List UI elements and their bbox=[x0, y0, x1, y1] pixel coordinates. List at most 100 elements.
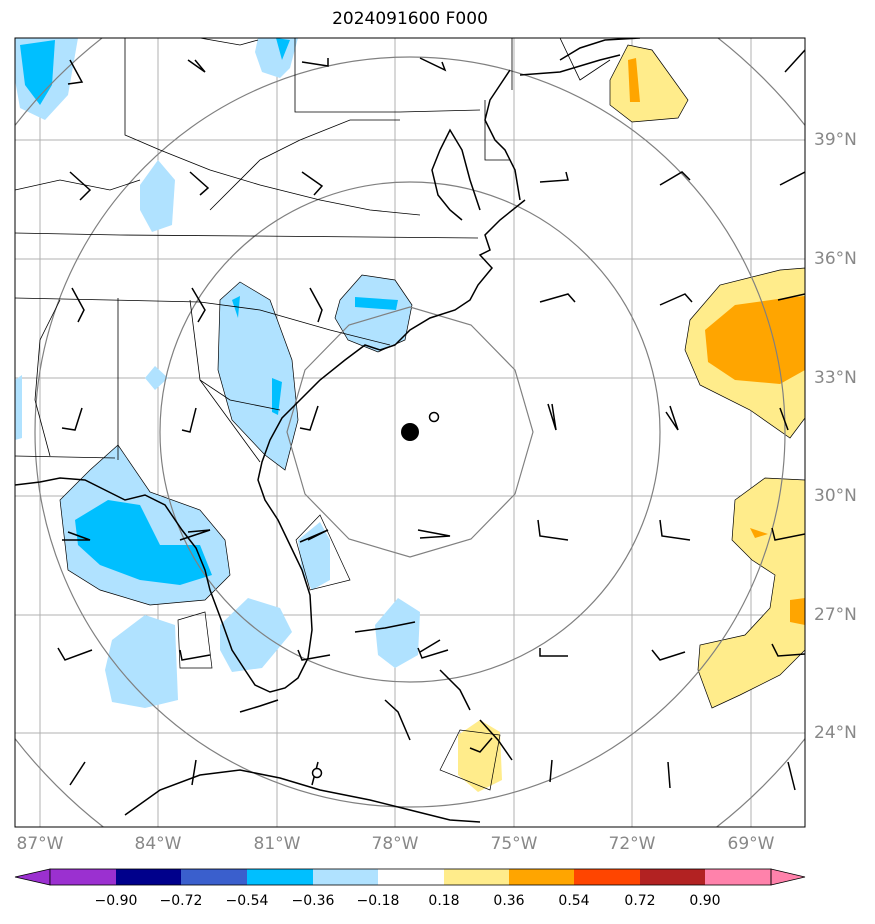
pos-core-newengland bbox=[628, 58, 640, 102]
range-ring-1 bbox=[286, 306, 534, 558]
neg-core-ohio bbox=[276, 38, 290, 60]
bahamas-2 bbox=[439, 669, 471, 711]
colorbar-tick-label: −0.90 bbox=[94, 893, 138, 909]
wind-barb bbox=[417, 529, 451, 539]
colorbar-bin bbox=[705, 869, 771, 885]
map-frame bbox=[14, 37, 806, 828]
colorbar-bin bbox=[116, 869, 181, 885]
colorbar-tick-label: 0.18 bbox=[428, 893, 460, 909]
lon-label: 87°W bbox=[16, 834, 64, 854]
neg-area-alabama-spot bbox=[145, 366, 168, 390]
wind-barb bbox=[784, 49, 805, 73]
colorbar-tick-label: 0.90 bbox=[689, 893, 721, 909]
wind-barb bbox=[301, 58, 329, 67]
wind-barb bbox=[779, 171, 805, 186]
colorbar-bin bbox=[313, 869, 378, 885]
neg-area-westedge bbox=[15, 375, 22, 440]
colorbar-bin bbox=[50, 869, 116, 885]
chesapeake bbox=[431, 128, 481, 221]
storm-center-marker bbox=[401, 423, 419, 441]
pos-area-cuba-east bbox=[458, 720, 502, 792]
colorbar-bin bbox=[640, 869, 705, 885]
neg-area-georgia bbox=[218, 282, 298, 470]
colorbar-bin bbox=[378, 869, 444, 885]
colorbar-extend-high bbox=[770, 868, 806, 886]
neg-core-carolina bbox=[355, 297, 398, 310]
colorbar-bin bbox=[509, 869, 574, 885]
pos-core-se-1 bbox=[750, 528, 768, 538]
colorbar-bin bbox=[444, 869, 509, 885]
wind-barb bbox=[62, 531, 91, 541]
wind-barb bbox=[539, 648, 568, 657]
wind-barb bbox=[547, 403, 557, 431]
wind-barb bbox=[69, 171, 92, 201]
wind-barb bbox=[787, 761, 796, 791]
colorbar-bin bbox=[574, 869, 640, 885]
lat-label: 24°N bbox=[814, 723, 857, 743]
lon-label: 72°W bbox=[608, 834, 656, 854]
neg-area-florida-keys bbox=[105, 615, 178, 708]
wind-barb bbox=[299, 405, 319, 431]
neg-area-florida-south bbox=[220, 598, 292, 672]
wind-barb bbox=[301, 171, 324, 196]
lat-label: 27°N bbox=[814, 605, 857, 625]
cuba-marker bbox=[311, 767, 323, 779]
delaware-coast bbox=[484, 69, 521, 201]
us-east-coast bbox=[15, 199, 526, 693]
lon-label: 78°W bbox=[371, 834, 419, 854]
long-island bbox=[519, 54, 621, 76]
wind-barb bbox=[419, 57, 447, 72]
bahamas-4 bbox=[384, 699, 411, 741]
colorbar-tick-label: 0.72 bbox=[624, 893, 656, 909]
bahamas-3 bbox=[479, 719, 513, 761]
lon-label: 84°W bbox=[134, 834, 182, 854]
colorbar-tick-label: −0.54 bbox=[225, 893, 269, 909]
neg-area-bahamas bbox=[375, 598, 420, 668]
bahamas-5 bbox=[419, 639, 441, 653]
pos-area-se bbox=[698, 478, 805, 708]
range-ring-2 bbox=[159, 181, 661, 683]
wind-barb bbox=[181, 407, 197, 433]
wind-barb bbox=[299, 529, 329, 543]
bahamas-1 bbox=[354, 621, 416, 633]
coastlines bbox=[15, 38, 641, 823]
shading-positive bbox=[458, 45, 805, 792]
lat-label: 39°N bbox=[814, 130, 857, 150]
colorbar-bin bbox=[247, 869, 313, 885]
wind-barb bbox=[61, 407, 83, 431]
cuba bbox=[124, 769, 481, 823]
new-england-coast bbox=[559, 38, 641, 61]
lon-label: 69°W bbox=[727, 834, 775, 854]
wind-barb bbox=[665, 405, 679, 431]
wind-barb bbox=[189, 171, 210, 196]
colorbar bbox=[14, 868, 806, 886]
wind-barb bbox=[779, 407, 789, 431]
colorbar-tick-label: −0.72 bbox=[159, 893, 203, 909]
lat-label: 33°N bbox=[814, 368, 857, 388]
wind-barb bbox=[309, 287, 323, 323]
shading-negative bbox=[15, 38, 420, 708]
neg-area-ohio bbox=[255, 38, 298, 78]
wind-barb bbox=[549, 759, 553, 783]
florida-keys bbox=[239, 699, 279, 713]
colorbar-tick-label: 0.36 bbox=[493, 893, 525, 909]
wind-barb bbox=[771, 527, 805, 541]
wind-barb bbox=[69, 761, 86, 786]
wind-barb bbox=[417, 647, 449, 659]
range-ring-3 bbox=[34, 56, 786, 808]
lat-label: 30°N bbox=[814, 486, 857, 506]
neg-core-georgia-2 bbox=[272, 378, 282, 415]
wind-barb bbox=[539, 171, 569, 183]
lon-label: 81°W bbox=[253, 834, 301, 854]
colorbar-extend-low bbox=[14, 868, 51, 886]
secondary-center-marker bbox=[428, 411, 440, 423]
wind-barb bbox=[71, 287, 85, 323]
wind-barb bbox=[179, 649, 211, 661]
wind-barb bbox=[537, 519, 569, 541]
pos-core-se-2 bbox=[790, 598, 805, 625]
pos-core-east bbox=[705, 296, 805, 384]
wind-barb bbox=[191, 759, 197, 786]
